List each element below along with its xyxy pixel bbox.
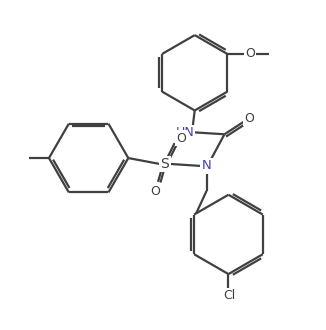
- Text: O: O: [150, 185, 160, 198]
- Text: N: N: [202, 159, 212, 173]
- Text: HN: HN: [175, 126, 194, 139]
- Text: S: S: [161, 157, 170, 171]
- Text: O: O: [176, 132, 186, 145]
- Text: O: O: [245, 48, 255, 60]
- Text: O: O: [244, 112, 254, 125]
- Text: Cl: Cl: [223, 289, 236, 302]
